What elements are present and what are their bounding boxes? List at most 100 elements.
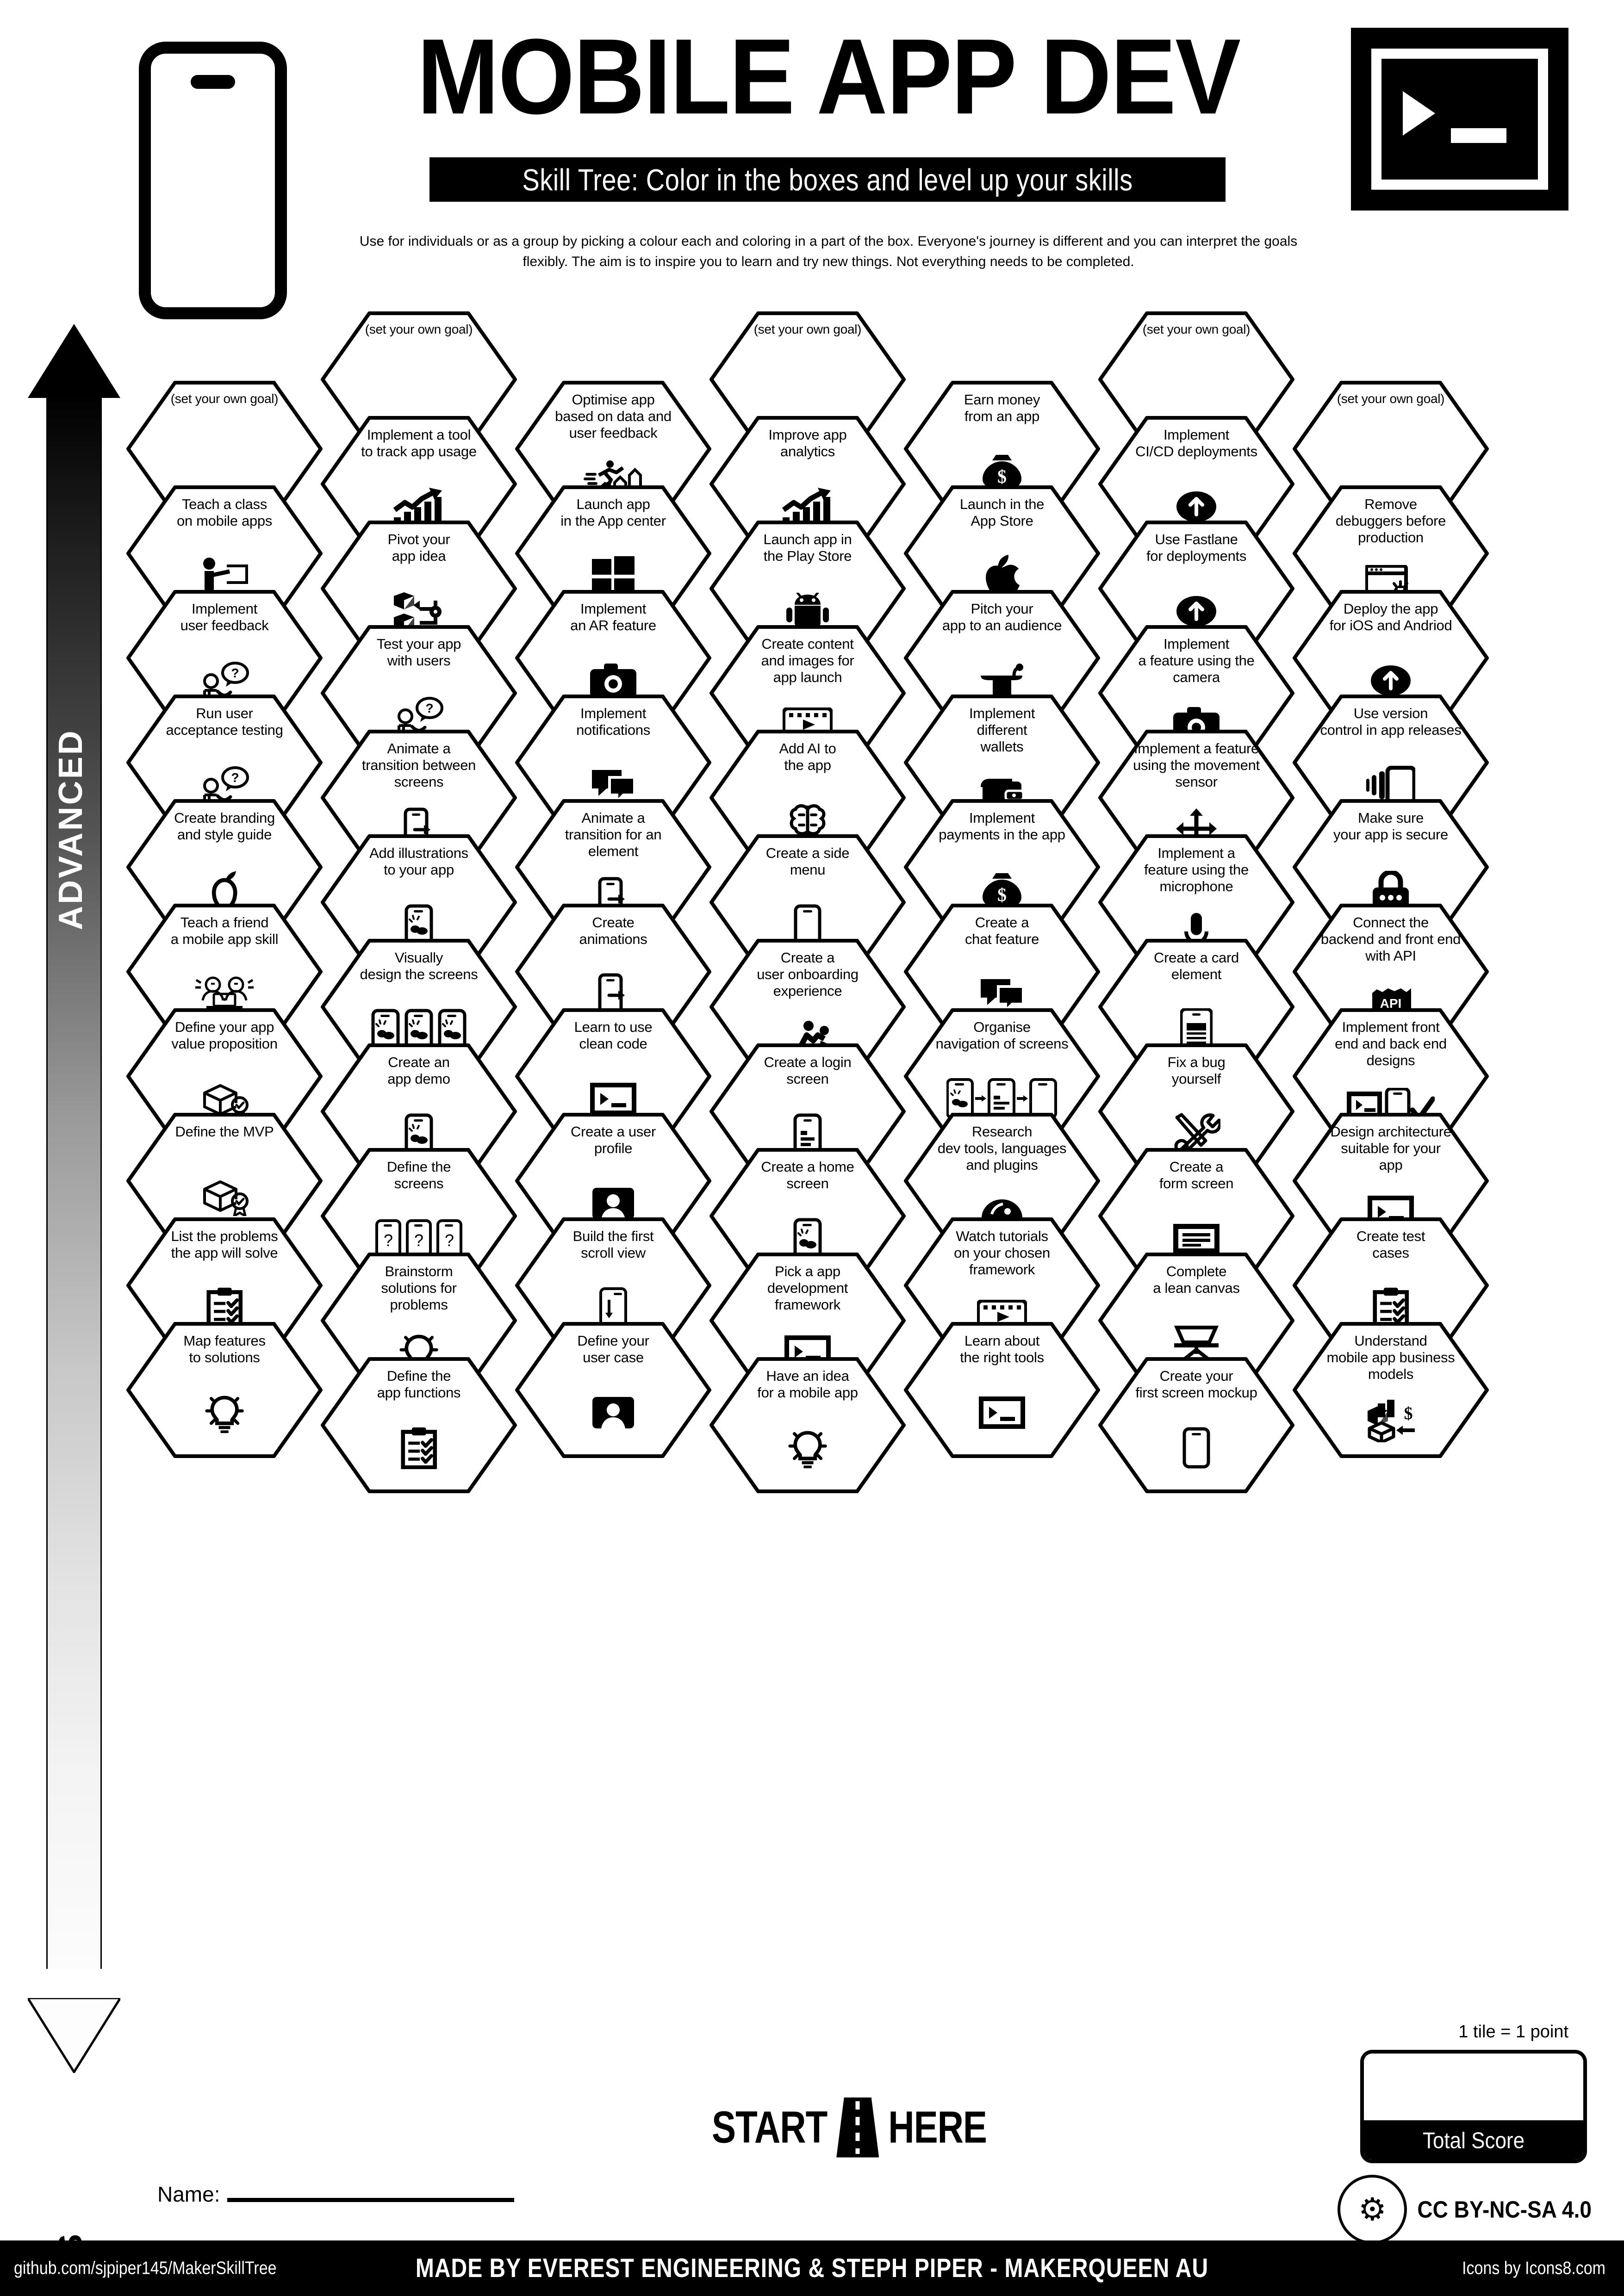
hex-label: Implement user feedback (180, 601, 269, 633)
form-icon (1172, 1197, 1220, 1281)
skill-hex-c1-r5[interactable]: Create branding and style guide (125, 798, 324, 937)
svg-text:?: ? (231, 770, 239, 785)
skill-hex-c3-r4[interactable]: Implement notifications (514, 693, 713, 832)
name-input-line[interactable] (227, 2198, 515, 2202)
skill-hex-c7-r4[interactable]: Use version control in app releases (1291, 693, 1490, 832)
skill-hex-c2-r3[interactable]: Pivot your app idea (319, 519, 518, 658)
skill-hex-c6-r1[interactable]: (set your own goal) (1097, 310, 1296, 449)
skill-hex-c2-r6[interactable]: Add illustrations to your app (319, 833, 518, 972)
hex-label: Create a chat feature (964, 914, 1039, 947)
skill-hex-c6-r8[interactable]: Fix a bug yourself (1097, 1042, 1296, 1181)
upload-circle-icon (1371, 639, 1411, 723)
skill-hex-c1-r6[interactable]: Teach a friend a mobile app skill (125, 902, 324, 1041)
hex-label: (set your own goal) (1142, 322, 1251, 336)
api-icon: API (1368, 969, 1414, 1036)
hex-label: Create branding and style guide (174, 810, 275, 843)
skill-hex-c4-r2[interactable]: Improve app analytics (708, 415, 907, 553)
score-input-area[interactable] (1364, 2054, 1583, 2122)
hex-label: Use Fastlane for deployments (1146, 531, 1247, 564)
podium-icon (979, 639, 1025, 723)
skill-hex-c4-r9[interactable]: Create a home screen (708, 1147, 907, 1285)
card-icon (1180, 987, 1213, 1072)
skill-hex-c1-r3[interactable]: Implement user feedback? (125, 589, 324, 727)
skill-hex-c7-r8[interactable]: Design architecture suitable for your app (1291, 1111, 1490, 1250)
skill-hex-c5-r10[interactable]: Learn about the right tools (902, 1321, 1101, 1459)
skill-hex-c2-r11[interactable]: Define the app functions (319, 1356, 518, 1495)
skill-hex-c6-r5[interactable]: Implement a feature using the movement sen… (1097, 728, 1296, 867)
hex-label: Implement different wallets (969, 705, 1035, 755)
skill-hex-c7-r10[interactable]: Understand mobile app business models $ (1291, 1321, 1490, 1459)
skill-hex-c5-r2[interactable]: Launch in the App Store (902, 484, 1101, 623)
svg-text:?: ? (425, 701, 433, 715)
hex-label: Design architecture suitable for your app (1330, 1123, 1451, 1173)
skill-hex-c4-r11[interactable]: Have an idea for a mobile app (708, 1356, 907, 1495)
skill-hex-c1-r7[interactable]: Define your app value proposition (125, 1007, 324, 1146)
hex-label: Define your user case (577, 1333, 649, 1365)
hex-label: Implement CI/CD deployments (1135, 427, 1257, 459)
hex-label: Define the app functions (377, 1368, 461, 1401)
hex-label: Add illustrations to your app (369, 845, 468, 878)
skill-hex-c6-r4[interactable]: Implement a feature using the camera (1097, 624, 1296, 763)
skill-hex-c5-r4[interactable]: Implement different wallets (902, 693, 1101, 832)
hex-label: Create a login screen (764, 1054, 852, 1087)
hex-label: Learn about the right tools (960, 1333, 1044, 1365)
skill-hex-c3-r9[interactable]: Build the first scroll view (514, 1216, 713, 1355)
skill-hex-c5-r8[interactable]: Research dev tools, languages and plugins (902, 1111, 1101, 1250)
total-score-label: Total Score (1364, 2120, 1583, 2159)
skill-hex-c1-r10[interactable]: Map features to solutions (125, 1321, 324, 1459)
hex-label: Add AI to the app (779, 740, 836, 773)
skill-hex-c3-r10[interactable]: Define your user case (514, 1321, 713, 1459)
hex-label: Make sure your app is secure (1333, 810, 1448, 843)
name-field-row[interactable]: Name: (157, 2182, 515, 2207)
hex-label: Define the screens (386, 1159, 451, 1191)
clipboard-check-icon (400, 1406, 438, 1490)
skill-hex-c5-r6[interactable]: Create a chat feature (902, 902, 1101, 1041)
hex-label: Use version control in app releases (1320, 705, 1462, 738)
hex-label: Understand mobile app business models (1326, 1333, 1455, 1382)
skill-hex-c6-r9[interactable]: Create a form screen (1097, 1147, 1296, 1285)
here-word: HERE (888, 2101, 987, 2153)
skill-hex-c6-r3[interactable]: Use Fastlane for deployments (1097, 519, 1296, 658)
hex-label: Map features to solutions (183, 1333, 266, 1365)
hex-label: Create content and images for app launch (761, 636, 854, 685)
hex-label: Fix a bug yourself (1167, 1054, 1226, 1087)
skill-hex-c4-r3[interactable]: Launch app in the Play Store (708, 519, 907, 658)
skill-hex-c6-r11[interactable]: Create your first screen mockup (1097, 1356, 1296, 1495)
terminal-logo-icon (1351, 28, 1568, 211)
skill-hex-c5-r1[interactable]: Earn money from an app $ (902, 379, 1101, 518)
hex-label: Build the first scroll view (572, 1228, 654, 1261)
skill-hex-c4-r6[interactable]: Create a side menu (708, 833, 907, 972)
hex-label: Research dev tools, languages and plugins (937, 1123, 1067, 1173)
hex-label: Complete a lean canvas (1153, 1263, 1240, 1296)
skill-hex-c1-r9[interactable]: List the problems the app will solve (125, 1216, 324, 1355)
skill-hex-c4-r5[interactable]: Add AI to the app (708, 728, 907, 867)
hex-label: Implement payments in the app (939, 810, 1065, 843)
user-card-icon (591, 1371, 635, 1455)
skill-hex-c7-r2[interactable]: Remove debuggers before production (1291, 484, 1490, 623)
svg-text:API: API (1380, 996, 1402, 1011)
skill-hex-c3-r1[interactable]: Optimise app based on data and user feedba… (514, 379, 713, 518)
skill-hex-c5-r7[interactable]: Organise navigation of screens (902, 1007, 1101, 1146)
skill-hex-c6-r2[interactable]: Implement CI/CD deployments (1097, 415, 1296, 553)
license-block: ⚙ CC BY-NC-SA 4.0 (1338, 2175, 1592, 2244)
hex-label: Organise navigation of screens (935, 1019, 1069, 1052)
skill-hex-c7-r9[interactable]: Create test cases (1291, 1216, 1490, 1355)
footer-github-link[interactable]: github.com/sjpiper145/MakerSkillTree (14, 2258, 277, 2278)
header: MOBILE APP DEV Skill Tree: Color in the … (0, 0, 1624, 319)
svg-text:$: $ (997, 884, 1007, 905)
skill-hex-c7-r7[interactable]: Implement front end and back end designs (1291, 1007, 1490, 1146)
skill-hex-c4-r8[interactable]: Create a login screen (708, 1042, 907, 1181)
skill-hex-c3-r7[interactable]: Learn to use clean code (514, 1007, 713, 1146)
hex-label: Implement notifications (576, 705, 650, 738)
lightbulb-icon (204, 1371, 245, 1455)
lock-icon (1371, 848, 1411, 932)
hex-label: Define the MVP (175, 1123, 274, 1140)
skill-hex-c2-r9[interactable]: Define the screens??? (319, 1147, 518, 1285)
total-score-box[interactable]: Total Score (1360, 2050, 1587, 2163)
hex-outline (126, 1322, 323, 1458)
hex-label: Improve app analytics (768, 427, 847, 459)
hex-label: Test your app with users (376, 636, 461, 669)
skill-hex-c7-r3[interactable]: Deploy the app for iOS and Andriod (1291, 589, 1490, 727)
skill-hex-c2-r4[interactable]: Test your app with users? (319, 624, 518, 763)
skill-hex-c5-r3[interactable]: Pitch your app to an audience (902, 589, 1101, 727)
